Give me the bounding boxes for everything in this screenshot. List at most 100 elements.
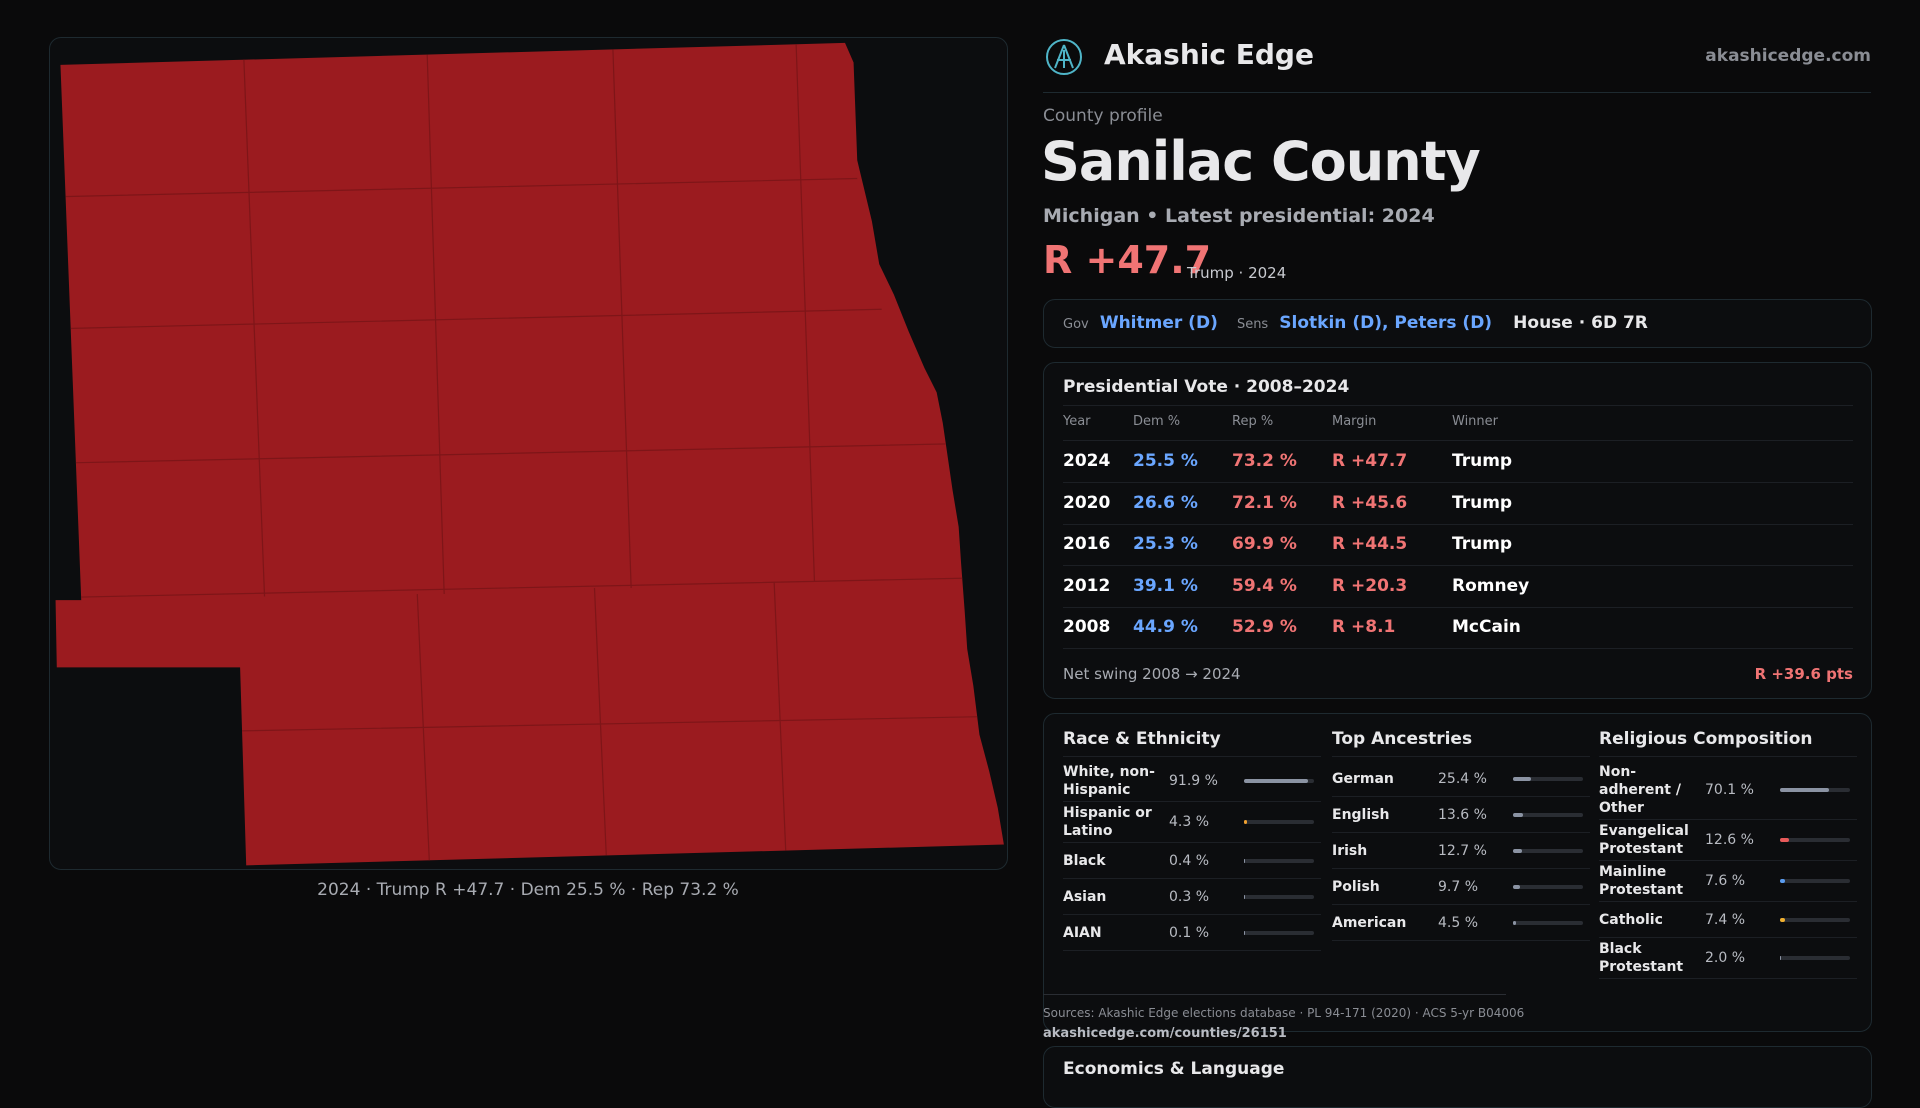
row-value: 70.1 % (1705, 782, 1754, 798)
cell: R +47.7 (1332, 451, 1408, 471)
row-label: Asian (1063, 888, 1107, 905)
row-label: White, non-Hispanic (1063, 764, 1155, 798)
panel-title: Economics & Language (1063, 1059, 1285, 1079)
row-value: 7.4 % (1705, 911, 1746, 928)
bar (1244, 930, 1245, 935)
demo-row: Polish 9.7 % (1332, 869, 1590, 905)
panel-title: Presidential Vote · 2008–2024 (1063, 377, 1350, 397)
row-label: English (1332, 806, 1390, 823)
bar-track (1513, 920, 1583, 925)
cell: 26.6 % (1133, 492, 1198, 513)
demo-row: Evangelical Protestant 12.6 % (1599, 820, 1857, 861)
cell: Trump (1452, 451, 1513, 471)
bar-track (1513, 884, 1583, 889)
cell: Romney (1452, 575, 1530, 596)
cell: McCain (1452, 617, 1521, 638)
row-value: 12.6 % (1705, 832, 1754, 848)
cell: R +44.5 (1332, 534, 1408, 555)
table-row: 2016 25.3 % 69.9 % R +44.5 Trump (1063, 524, 1853, 567)
demo-column: Religious Composition Non-adherent / Othe… (1599, 722, 1857, 979)
sens-label: Sens (1236, 317, 1269, 332)
bar-track (1780, 879, 1850, 883)
cell: R +8.1 (1332, 617, 1396, 638)
map-panel (49, 37, 1008, 870)
bar (1780, 956, 1782, 960)
demo-column: Race & Ethnicity White, non-Hispanic 91.9 … (1063, 722, 1321, 951)
row-label: American (1332, 914, 1407, 931)
senators: Slotkin (D), Peters (D) (1279, 313, 1493, 333)
map-caption: 2024 · Trump R +47.7 · Dem 25.5 % · Rep … (317, 880, 739, 900)
bar-track (1513, 848, 1583, 853)
cell: Trump (1452, 492, 1513, 513)
bar-track (1780, 917, 1850, 922)
column-header: Dem % (1133, 414, 1181, 429)
bar (1780, 879, 1786, 883)
column-title: Religious Composition (1599, 722, 1857, 757)
source-link[interactable]: akashicedge.com/counties/26151 (1043, 1026, 1287, 1041)
bar-track (1244, 779, 1314, 783)
row-label: Black (1063, 852, 1106, 869)
cell: R +45.6 (1332, 492, 1408, 513)
column-title: Race & Ethnicity (1063, 722, 1321, 757)
bar (1513, 776, 1531, 781)
demo-row: English 13.6 % (1332, 797, 1590, 833)
bar-track (1780, 838, 1850, 842)
bar-track (1513, 812, 1583, 817)
cell: 2016 (1063, 534, 1111, 555)
bar (1513, 848, 1522, 853)
demo-row: Black 0.4 % (1063, 843, 1321, 879)
bar (1513, 884, 1520, 889)
bar (1244, 858, 1245, 863)
cell: 2020 (1063, 492, 1111, 513)
row-value: 4.3 % (1169, 814, 1210, 830)
divider (1043, 92, 1871, 93)
cell: 2012 (1063, 575, 1111, 596)
demo-row: Irish 12.7 % (1332, 833, 1590, 869)
bar (1513, 920, 1517, 925)
cell: 2024 (1063, 451, 1111, 471)
row-label: Evangelical Protestant (1599, 823, 1689, 857)
row-value: 9.7 % (1438, 878, 1479, 895)
row-value: 0.1 % (1169, 924, 1210, 941)
table-row: 2020 26.6 % 72.1 % R +45.6 Trump (1063, 483, 1853, 525)
demo-row: American 4.5 % (1332, 905, 1590, 941)
column-header: Margin (1332, 414, 1377, 429)
row-label: German (1332, 770, 1394, 787)
vote-table: Year Dem % Rep % Margin Winner 2024 25.5 % 73.2… (1063, 405, 1853, 650)
latest-margin: R +47.7 (1043, 238, 1212, 282)
row-value: 25.4 % (1438, 770, 1487, 787)
presidential-panel: Presidential Vote · 2008–2024 Year Dem % R… (1043, 362, 1872, 699)
logo (1046, 39, 1082, 75)
divider (1043, 994, 1506, 995)
column-header: Year (1063, 414, 1091, 429)
cell: 25.5 % (1133, 451, 1198, 471)
column-header: Rep % (1232, 414, 1274, 429)
demo-row: Mainline Protestant 7.6 % (1599, 861, 1857, 902)
row-label: Mainline Protestant (1599, 864, 1684, 898)
row-label: Irish (1332, 842, 1368, 859)
bar-track (1244, 858, 1314, 863)
row-label: AIAN (1063, 924, 1102, 941)
table-row: 2024 25.5 % 73.2 % R +47.7 Trump (1063, 441, 1853, 483)
cell: 69.9 % (1232, 534, 1297, 555)
bar-track (1513, 776, 1583, 781)
row-value: 12.7 % (1438, 842, 1487, 859)
cell: 44.9 % (1133, 617, 1198, 638)
swing-label: Net swing 2008 → 2024 (1063, 665, 1241, 683)
row-value: 7.6 % (1705, 873, 1746, 889)
site-url[interactable]: akashicedge.com (1705, 46, 1871, 66)
row-value: 2.0 % (1705, 950, 1746, 966)
bar-track (1780, 788, 1850, 792)
house: House · 6D 7R (1513, 313, 1648, 333)
bar (1780, 788, 1830, 792)
eyebrow: County profile (1043, 106, 1163, 126)
demo-row: Hispanic or Latino 4.3 % (1063, 802, 1321, 843)
row-label: Black Protestant (1599, 941, 1684, 975)
cell: 2008 (1063, 617, 1111, 638)
bar (1244, 894, 1245, 899)
row-value: 0.3 % (1169, 888, 1210, 905)
row-value: 0.4 % (1169, 852, 1210, 869)
table-header: Year Dem % Rep % Margin Winner (1063, 406, 1853, 441)
column-header: Winner (1452, 414, 1499, 429)
bar (1244, 779, 1309, 783)
